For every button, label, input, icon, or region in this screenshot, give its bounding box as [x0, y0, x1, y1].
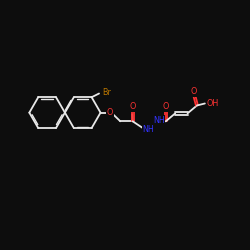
- Text: O: O: [162, 102, 169, 111]
- Text: NH: NH: [153, 116, 165, 124]
- Text: O: O: [107, 108, 113, 117]
- Text: OH: OH: [206, 99, 218, 108]
- Text: NH: NH: [142, 125, 154, 134]
- Text: O: O: [130, 102, 136, 112]
- Text: Br: Br: [102, 88, 111, 97]
- Text: O: O: [190, 87, 196, 96]
